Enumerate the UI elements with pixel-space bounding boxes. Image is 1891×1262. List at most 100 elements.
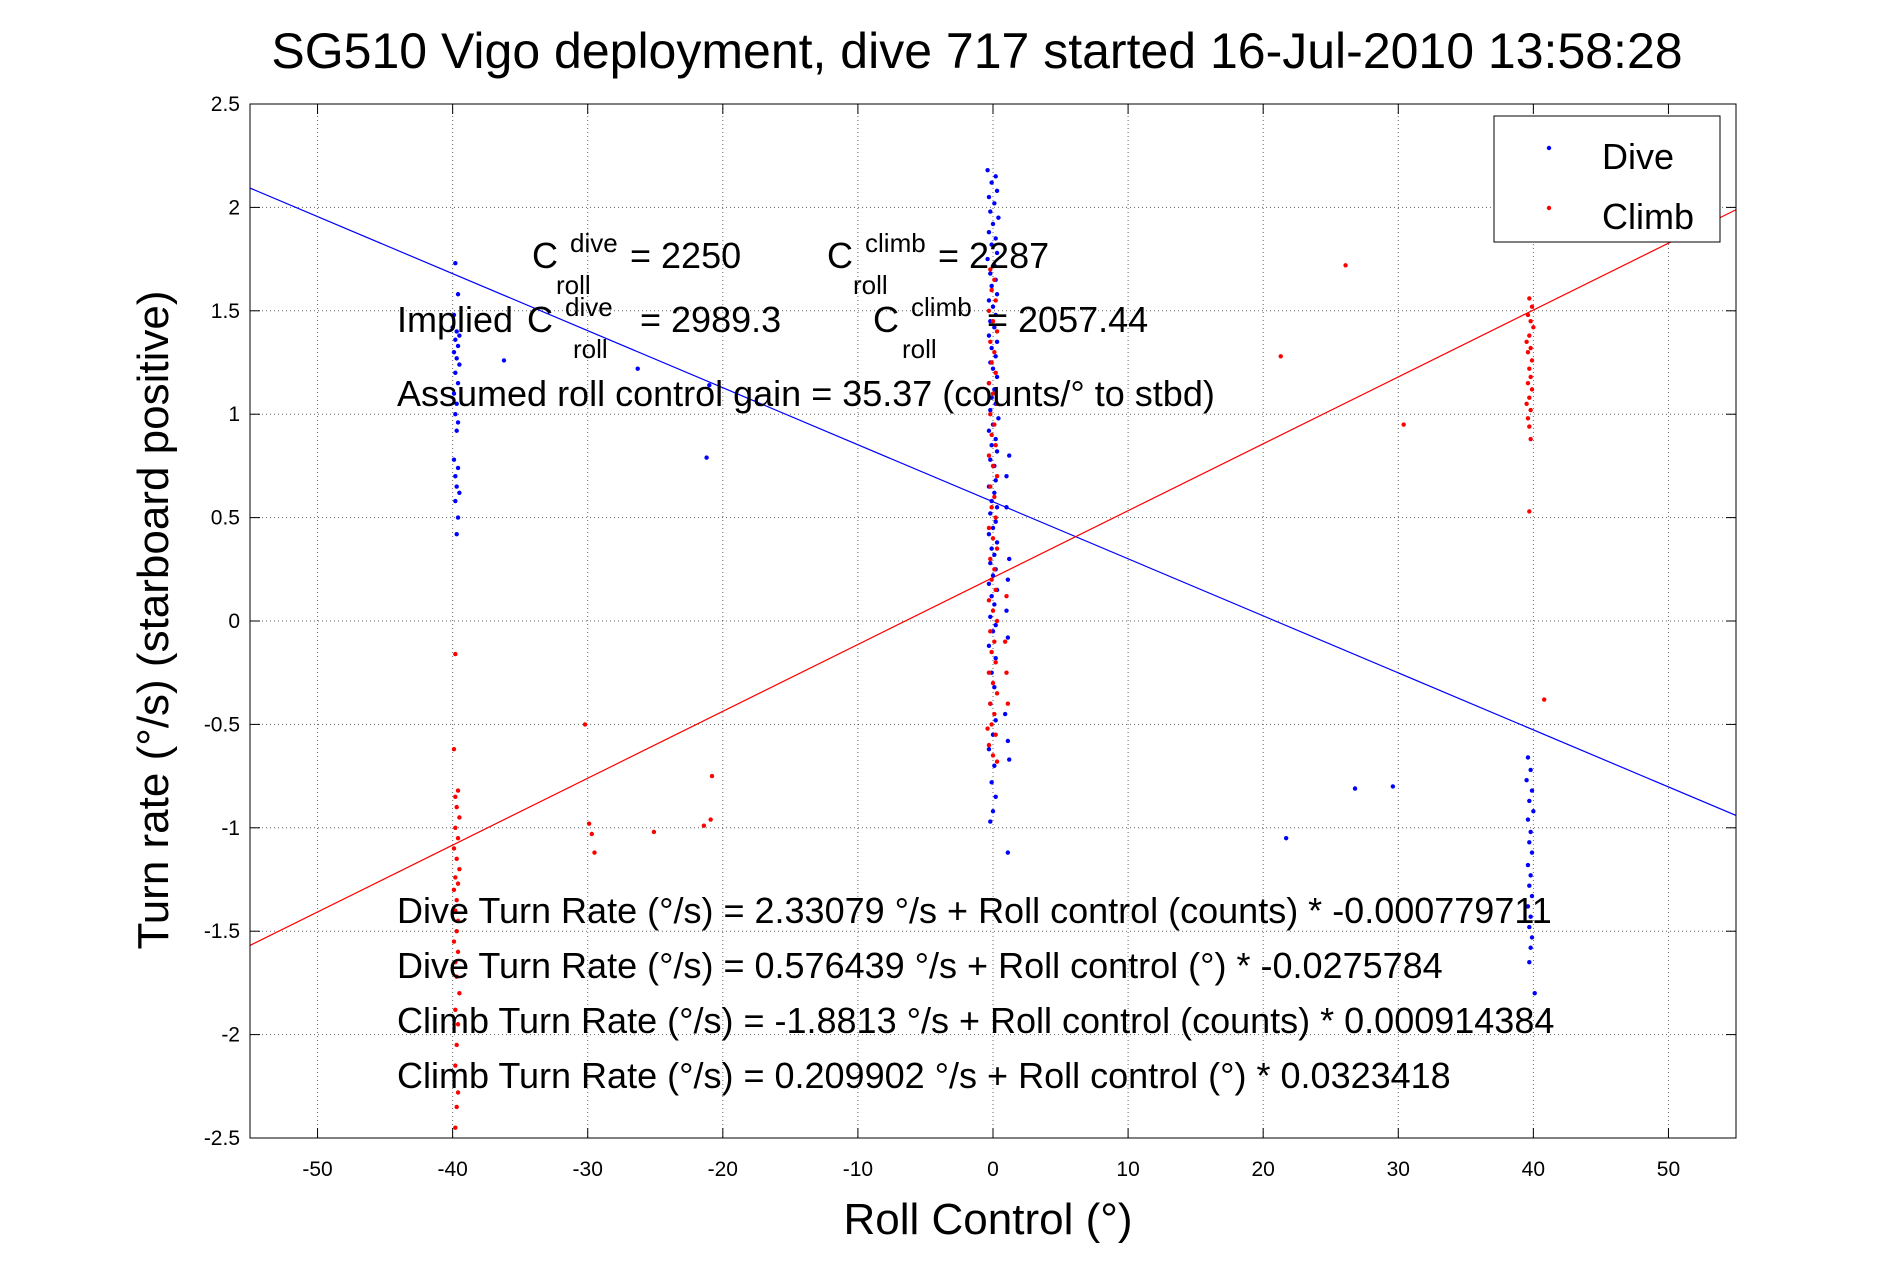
axis-ticks: -50 -40 -30 -20 -10 0 10 20 30 40 50 2.5 2 1.5 1 0.5 0 -0…	[204, 93, 1736, 1181]
climb-point	[990, 391, 996, 396]
implied-dive-sub: roll	[573, 334, 608, 364]
dive-point	[985, 167, 990, 173]
dive-point	[451, 391, 457, 396]
climb-point	[453, 1007, 458, 1012]
dive-point	[455, 292, 461, 297]
climb-point	[993, 660, 998, 665]
dive-point	[453, 412, 458, 417]
climb-point	[990, 680, 996, 686]
dive-point	[1525, 755, 1531, 760]
c-roll-climb-annotation: C climb roll = 2287	[827, 219, 1049, 302]
climb-point	[992, 422, 997, 427]
dive-point	[994, 374, 1000, 380]
climb-point	[455, 918, 461, 924]
y-tick-label: -1	[221, 817, 240, 840]
dive-point	[993, 622, 998, 628]
dive-point	[986, 531, 992, 537]
climb-point	[992, 567, 997, 572]
dive-point	[993, 312, 998, 318]
climb-point	[651, 829, 657, 835]
climb-point	[709, 773, 715, 779]
c-roll-climb-sup: climb	[865, 228, 926, 258]
climb-point	[454, 974, 459, 979]
y-tick-label: 0	[228, 610, 240, 633]
dive-point	[993, 236, 998, 241]
dive-point	[993, 354, 998, 359]
gain-annotation: Assumed roll control gain = 35.37 (count…	[397, 373, 1215, 414]
climb-point	[457, 815, 462, 820]
dive-point	[990, 304, 996, 309]
dive-point	[1004, 608, 1009, 613]
climb-point	[986, 670, 992, 675]
climb-point	[1529, 387, 1535, 392]
dive-point	[454, 356, 459, 361]
climb-point	[1004, 593, 1009, 599]
climb-point	[457, 866, 462, 872]
climb-point	[988, 339, 993, 345]
dive-point	[989, 180, 994, 185]
climb-point	[453, 825, 458, 830]
climb-point	[453, 651, 458, 657]
climb-point	[989, 722, 994, 727]
chart-title: SG510 Vigo deployment, dive 717 started …	[271, 23, 1682, 79]
dive-point	[707, 383, 712, 388]
y-tick-label: 1.5	[211, 300, 240, 323]
climb-point	[455, 881, 461, 886]
climb-point	[993, 732, 998, 737]
climb-point	[1528, 374, 1533, 380]
dive-point	[1527, 883, 1532, 888]
dive-point	[989, 593, 994, 599]
legend-box	[1493, 115, 1721, 243]
climb-point	[457, 991, 462, 996]
dive-point	[988, 614, 993, 620]
equation-3: Climb Turn Rate (°/s) = -1.8813 °/s + Ro…	[397, 1000, 1554, 1041]
dive-point	[454, 531, 459, 537]
dive-point	[993, 656, 998, 661]
y-tick-label: 2	[228, 196, 240, 219]
c-roll-dive-sub: roll	[556, 270, 591, 300]
climb-point	[990, 753, 996, 758]
dive-point	[1352, 786, 1358, 791]
implied-label: Implied	[397, 299, 513, 340]
dive-point	[1529, 935, 1535, 940]
climb-point	[988, 484, 993, 489]
climb-point	[993, 370, 998, 376]
dive-point	[1527, 960, 1532, 965]
dive-point	[992, 325, 997, 330]
implied-dive-value: = 2989.3	[640, 299, 781, 340]
y-tick-label: 1	[228, 403, 240, 426]
c-roll-dive-value: = 2250	[630, 235, 741, 276]
dive-point	[994, 292, 1000, 297]
climb-point	[592, 850, 597, 855]
climb-point	[1528, 345, 1533, 351]
dive-point	[994, 505, 1000, 510]
climb-point	[1525, 349, 1531, 355]
climb-point	[1527, 424, 1532, 429]
climb-point	[455, 835, 461, 841]
climb-point	[1343, 263, 1348, 268]
dive-point	[451, 349, 457, 355]
climb-point	[994, 474, 1000, 479]
c-roll-climb-base: C	[827, 235, 853, 276]
dive-point	[457, 362, 462, 367]
climb-point	[992, 277, 997, 282]
c-roll-dive-annotation: C dive roll = 2250	[532, 219, 741, 302]
dive-point	[1524, 778, 1529, 783]
dive-point	[988, 209, 993, 214]
dive-point	[988, 407, 993, 413]
dive-point	[1529, 788, 1535, 793]
climb-point	[988, 412, 993, 417]
climb-point	[454, 804, 459, 810]
climb-point	[989, 649, 994, 655]
climb-point	[455, 1090, 461, 1095]
climb-point	[994, 401, 1000, 407]
dive-point	[993, 436, 998, 442]
climb-point	[454, 856, 459, 862]
climb-point	[453, 908, 458, 913]
climb-point	[1525, 416, 1531, 421]
climb-point	[992, 639, 997, 644]
climb-point	[455, 949, 461, 955]
dive-point	[450, 325, 455, 330]
climb-point	[988, 556, 993, 562]
